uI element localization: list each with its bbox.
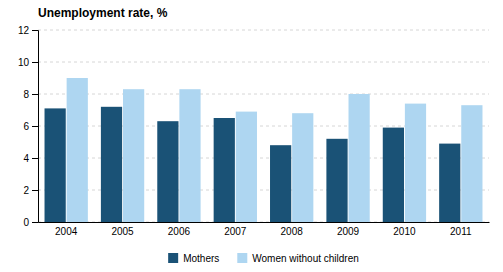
bar — [101, 107, 122, 222]
x-tick-label: 2009 — [337, 226, 360, 237]
y-tick-label: 12 — [18, 25, 30, 36]
x-tick-label: 2010 — [393, 226, 416, 237]
grid-line — [38, 62, 489, 63]
grid — [38, 30, 489, 222]
x-axis-line — [39, 222, 490, 223]
y-tick-label: 6 — [23, 121, 29, 132]
y-tick-mark — [32, 158, 38, 159]
bar — [157, 121, 178, 222]
bar-series — [67, 78, 483, 222]
x-tick-label: 2005 — [111, 226, 134, 237]
y-tick: 8 — [23, 89, 38, 100]
bar — [214, 118, 235, 222]
legend-label: Women without children — [252, 253, 359, 264]
bar — [123, 89, 144, 222]
chart-container: 0 2 4 6 8 10 12 2004 2005 2006 2007 2008 2009 2010 201… — [0, 0, 503, 272]
y-tick-label: 2 — [23, 185, 29, 196]
y-tick-mark — [32, 126, 38, 127]
y-tick-mark — [32, 62, 38, 63]
chart-svg: 0 2 4 6 8 10 12 2004 2005 2006 2007 2008 2009 2010 201… — [0, 0, 503, 272]
bar — [179, 89, 200, 222]
x-axis: 2004 2005 2006 2007 2008 2009 2010 2011 — [39, 223, 490, 238]
legend-item: Mothers — [168, 253, 219, 264]
x-tick-label: 2011 — [450, 226, 472, 237]
bar — [349, 94, 370, 222]
y-tick-mark — [32, 30, 38, 31]
x-tick-label: 2008 — [281, 226, 304, 237]
x-tick: 2008 — [281, 226, 304, 237]
bar-series — [45, 107, 461, 222]
y-axis-line — [32, 31, 39, 223]
x-tick-label: 2004 — [55, 226, 78, 237]
x-tick: 2005 — [111, 226, 134, 237]
x-tick: 2011 — [450, 226, 472, 237]
bar — [461, 105, 482, 222]
bar — [236, 112, 257, 222]
y-tick: 2 — [23, 185, 38, 196]
bar — [383, 128, 404, 222]
legend-label: Mothers — [183, 253, 219, 264]
y-tick-label: 4 — [23, 153, 29, 164]
y-tick-mark — [32, 190, 38, 191]
grid-line — [38, 30, 489, 31]
bar — [439, 144, 460, 222]
y-tick-label: 8 — [23, 89, 29, 100]
grid-line — [38, 94, 489, 95]
y-tick: 4 — [23, 153, 38, 164]
bar — [326, 139, 347, 222]
x-tick: 2009 — [337, 226, 360, 237]
x-tick: 2007 — [224, 226, 247, 237]
legend-item: Women without children — [237, 253, 359, 264]
x-tick: 2006 — [168, 226, 191, 237]
y-tick-mark — [32, 222, 38, 223]
y-tick: 12 — [18, 25, 38, 36]
bars — [45, 78, 483, 222]
bar — [67, 78, 88, 222]
y-tick-label: 10 — [18, 57, 30, 68]
legend-swatch — [237, 253, 247, 263]
y-tick: 0 — [23, 217, 38, 228]
bar — [405, 104, 426, 222]
title: Unemployment rate, % — [38, 6, 168, 20]
x-tick-label: 2006 — [168, 226, 191, 237]
y-tick-mark — [32, 94, 38, 95]
y-tick-label: 0 — [23, 217, 29, 228]
y-tick: 6 — [23, 121, 38, 132]
x-tick: 2010 — [393, 226, 416, 237]
bar — [292, 113, 313, 222]
y-axis: 0 2 4 6 8 10 12 — [18, 25, 39, 228]
x-tick: 2004 — [55, 226, 78, 237]
y-tick: 10 — [18, 57, 38, 68]
bar — [270, 145, 291, 222]
legend-swatch — [168, 253, 178, 263]
legend: Mothers Women without children — [168, 253, 359, 264]
x-tick-label: 2007 — [224, 226, 247, 237]
bar — [45, 108, 66, 222]
